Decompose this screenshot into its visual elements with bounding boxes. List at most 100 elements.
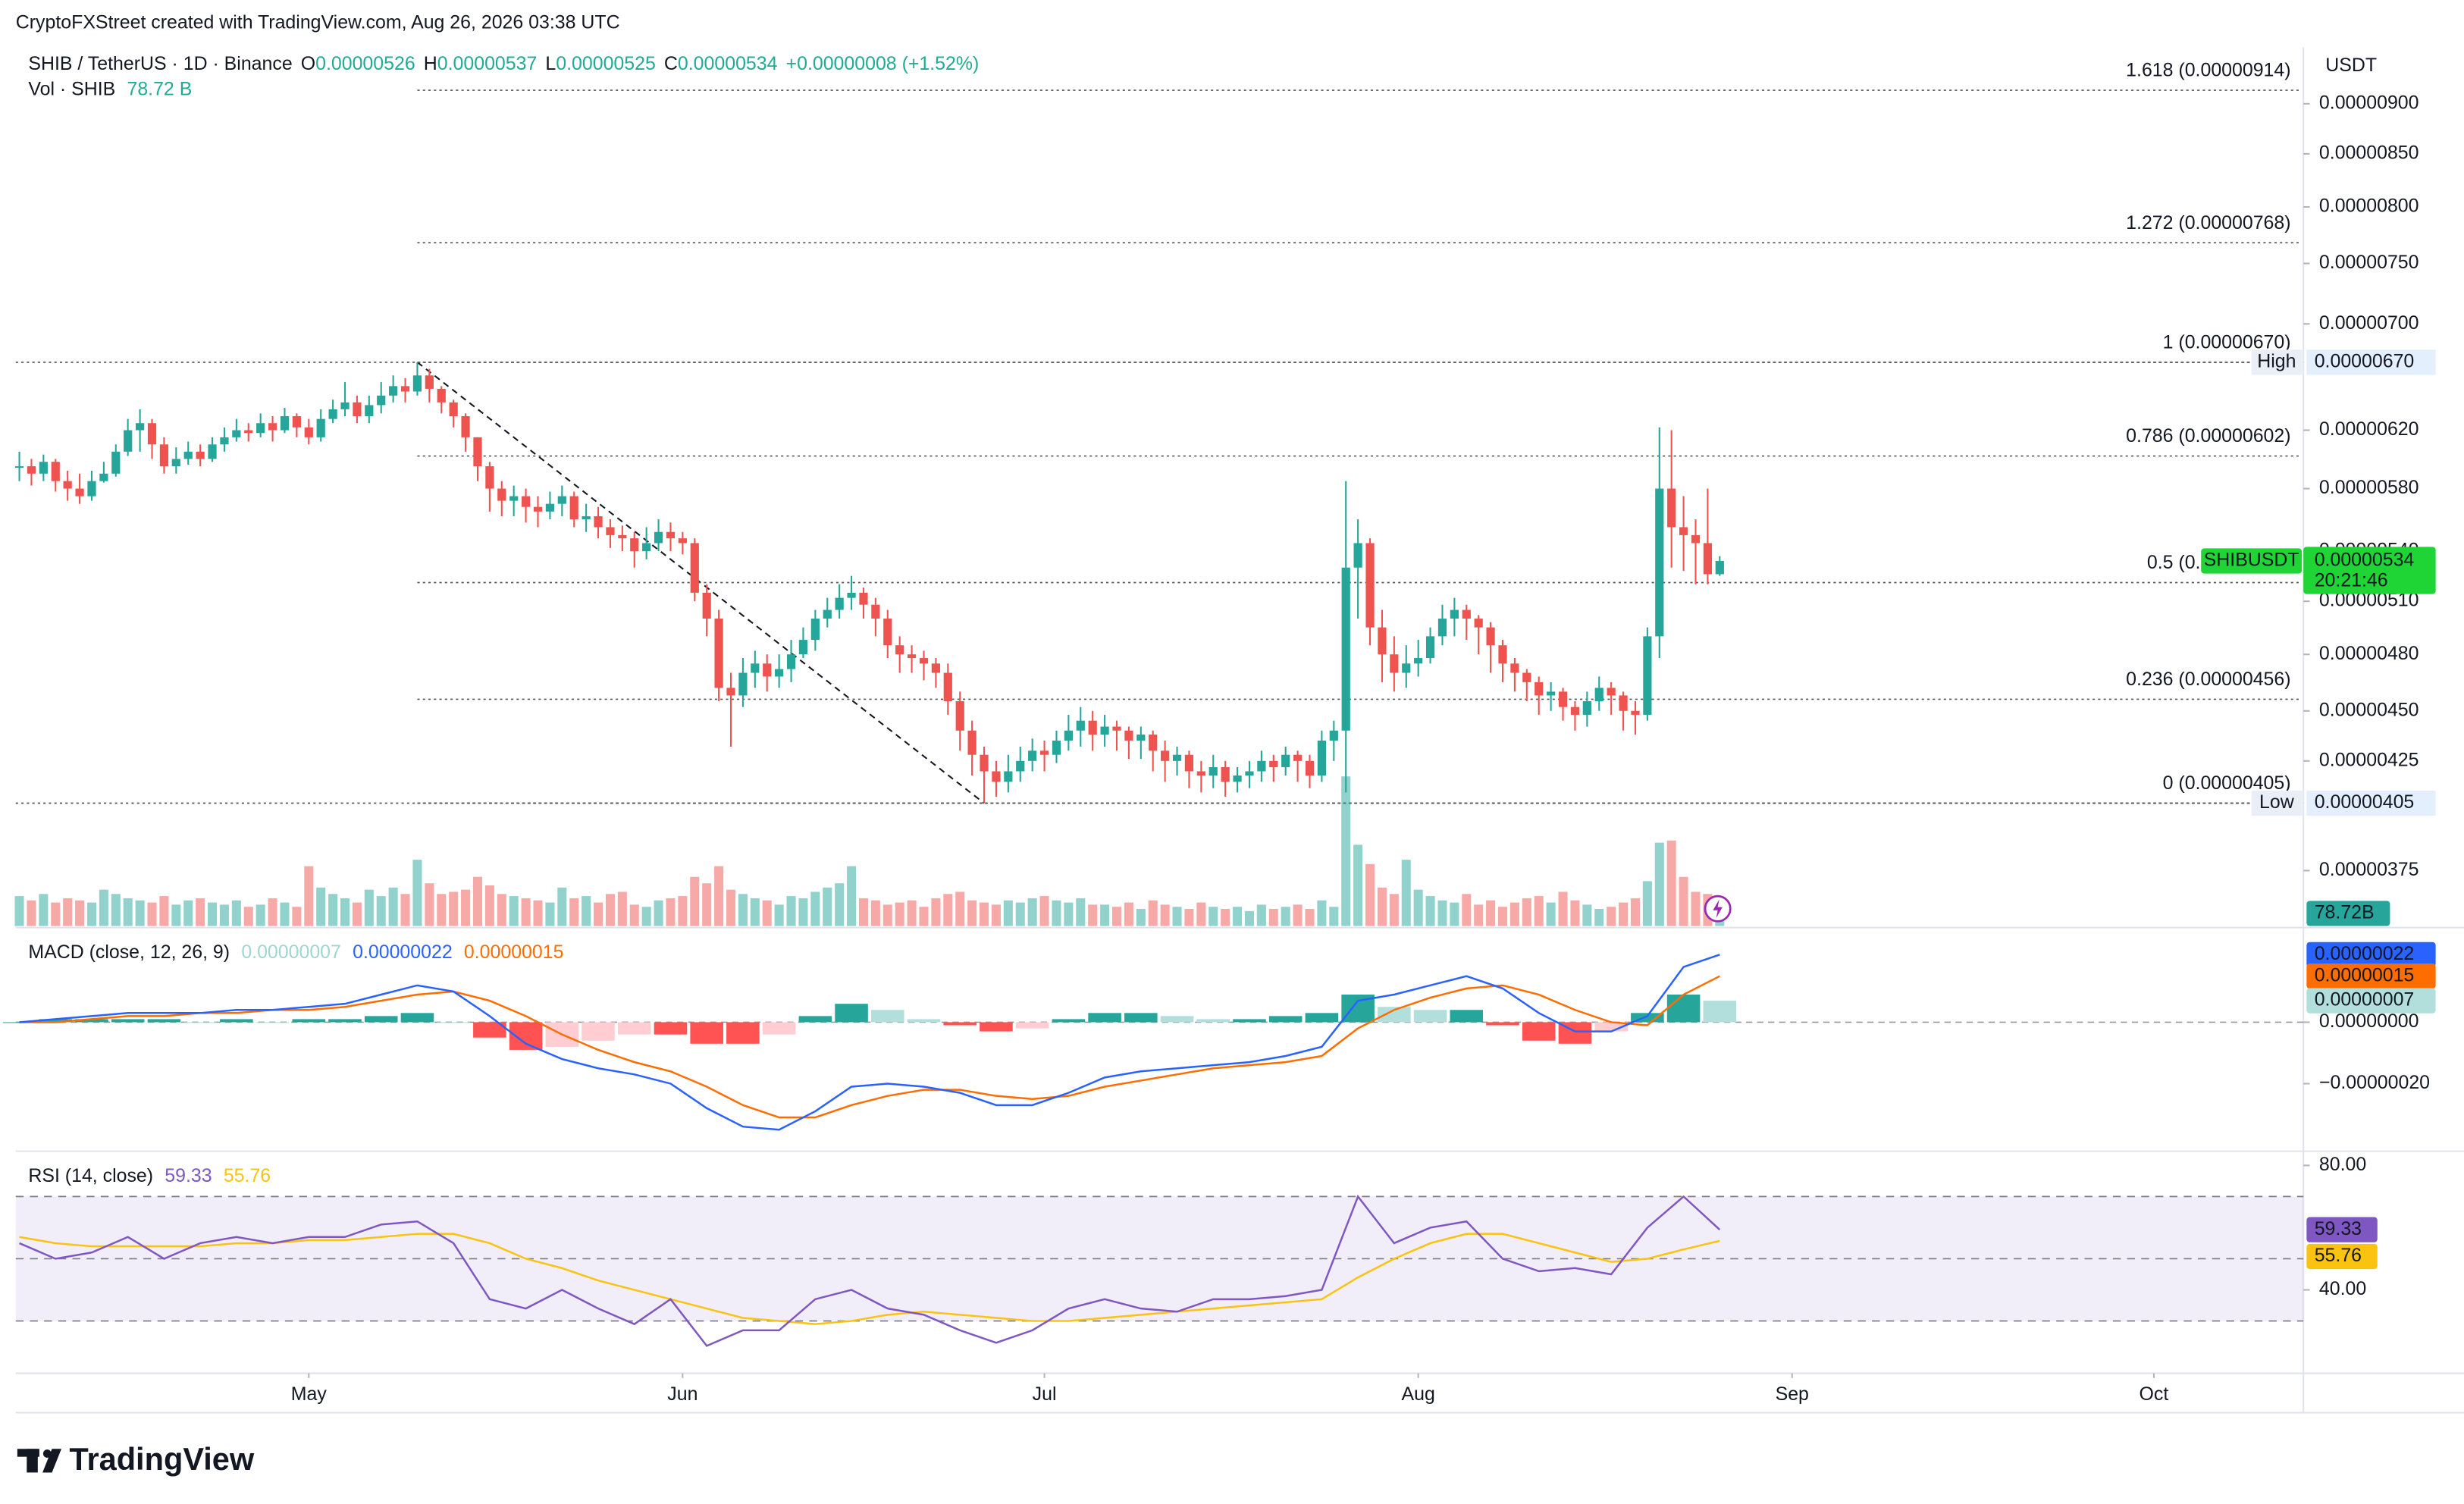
volume-bar (605, 894, 615, 926)
candle-body (461, 416, 470, 437)
tag-value: 0.00000670 (2315, 350, 2415, 371)
histogram-bar (943, 1022, 977, 1026)
candle-body (124, 430, 133, 452)
candle-body (304, 427, 313, 437)
candle-body (943, 672, 952, 702)
histogram-bar (328, 1019, 362, 1023)
volume-bar (738, 894, 748, 926)
candle-body (726, 688, 735, 696)
candle-body (389, 386, 398, 396)
candle-body (135, 423, 145, 431)
candle-body (1076, 720, 1085, 731)
ohlc-value: 0.00000534 (678, 53, 778, 74)
candle-body (835, 597, 844, 610)
candle-body (1039, 750, 1049, 755)
histogram-bar (1233, 1019, 1266, 1023)
candle-body (1691, 534, 1701, 544)
candle-body (1365, 543, 1375, 628)
candle-body (907, 654, 917, 659)
volume-bar (1341, 776, 1351, 926)
attribution: CryptoFXStreet created with TradingView.… (16, 12, 620, 33)
volume-bar (1305, 909, 1315, 926)
y-tick-label: 0.00000620 (2319, 418, 2419, 440)
volume-bar (449, 891, 459, 926)
candle-body (630, 538, 639, 552)
histogram-bar (1522, 1022, 1556, 1041)
candle-body (159, 444, 169, 467)
candle-body (1474, 619, 1483, 628)
y-tick-label: 0.00000900 (2319, 92, 2419, 113)
x-tick-label: Jul (1033, 1383, 1057, 1405)
y-tick-label: 0.00000375 (2319, 859, 2419, 880)
histogram-bar (1486, 1022, 1519, 1026)
volume-tag: 78.72B (2315, 902, 2375, 923)
volume-bar (437, 894, 447, 926)
volume-bar (545, 902, 555, 926)
volume-bar (594, 902, 603, 926)
y-tick-label: 0.00000850 (2319, 143, 2419, 164)
candle-body (594, 515, 603, 528)
candle-body (51, 462, 60, 481)
fib-label: 1.618 (0.00000914) (2126, 60, 2290, 81)
alert-icon[interactable] (1704, 895, 1732, 923)
macd-tag: 0.00000022 (2315, 943, 2415, 964)
candle-body (521, 496, 531, 507)
candle-body (365, 405, 374, 417)
candle-body (1450, 609, 1459, 619)
histogram-bar (1703, 1001, 1737, 1023)
volume-bar (1268, 909, 1278, 926)
macd-tag-box (2306, 988, 2436, 1014)
volume-bar (943, 894, 953, 926)
histogram-value: 0.00000007 (241, 941, 341, 962)
candle-body (1498, 645, 1507, 664)
candle-body (931, 663, 941, 673)
volume-bar (86, 902, 96, 926)
volume-bar (1184, 909, 1194, 926)
volume-bar (39, 894, 49, 926)
ohlc-value: 0.00000526 (315, 53, 415, 74)
volume-bar (1136, 909, 1146, 926)
y-tick-label: 40.00 (2319, 1278, 2366, 1299)
candle-body (75, 488, 84, 497)
currency: USDT (2325, 55, 2377, 76)
histogram-bar (473, 1022, 506, 1038)
candle-body (1196, 771, 1205, 776)
candle-body (1655, 488, 1664, 637)
volume-bar (219, 904, 229, 926)
y-tick-label: 0.00000425 (2319, 749, 2419, 770)
candle-body (606, 527, 615, 535)
candle-body (111, 451, 121, 474)
volume-bar (798, 898, 808, 926)
volume-bar (1558, 891, 1568, 926)
candle-body (256, 423, 265, 434)
histogram-bar (183, 1022, 217, 1023)
candle-body (353, 402, 362, 417)
x-tick-label: May (291, 1383, 328, 1405)
histogram-bar (75, 1019, 108, 1023)
candle-body (400, 386, 410, 392)
price-tag: 0.00000534 (2315, 550, 2415, 571)
countdown: 20:21:46 (2315, 570, 2388, 591)
candle-body (1570, 707, 1580, 715)
candle-body (87, 481, 96, 497)
candle-body (1547, 691, 1556, 696)
volume-bar (678, 896, 688, 926)
candle-body (27, 466, 36, 474)
candle-body (751, 663, 760, 673)
candle-body (823, 609, 832, 619)
fib-label: 1.272 (0.00000768) (2126, 212, 2290, 233)
volume-bar (1293, 904, 1303, 926)
candle-body (1149, 735, 1158, 751)
volume-bar (955, 891, 965, 926)
candle-body (859, 592, 868, 605)
candle-body (1414, 658, 1423, 664)
candle-body (1378, 627, 1387, 655)
macd-line (19, 954, 1720, 1131)
candle-body (690, 543, 699, 593)
candle-body (1016, 760, 1025, 772)
candle-body (569, 496, 578, 520)
volume-bar (1100, 904, 1110, 926)
candle-body (14, 466, 24, 468)
ohlc-value: 0.00000537 (437, 53, 538, 74)
candle-body (1715, 561, 1724, 575)
